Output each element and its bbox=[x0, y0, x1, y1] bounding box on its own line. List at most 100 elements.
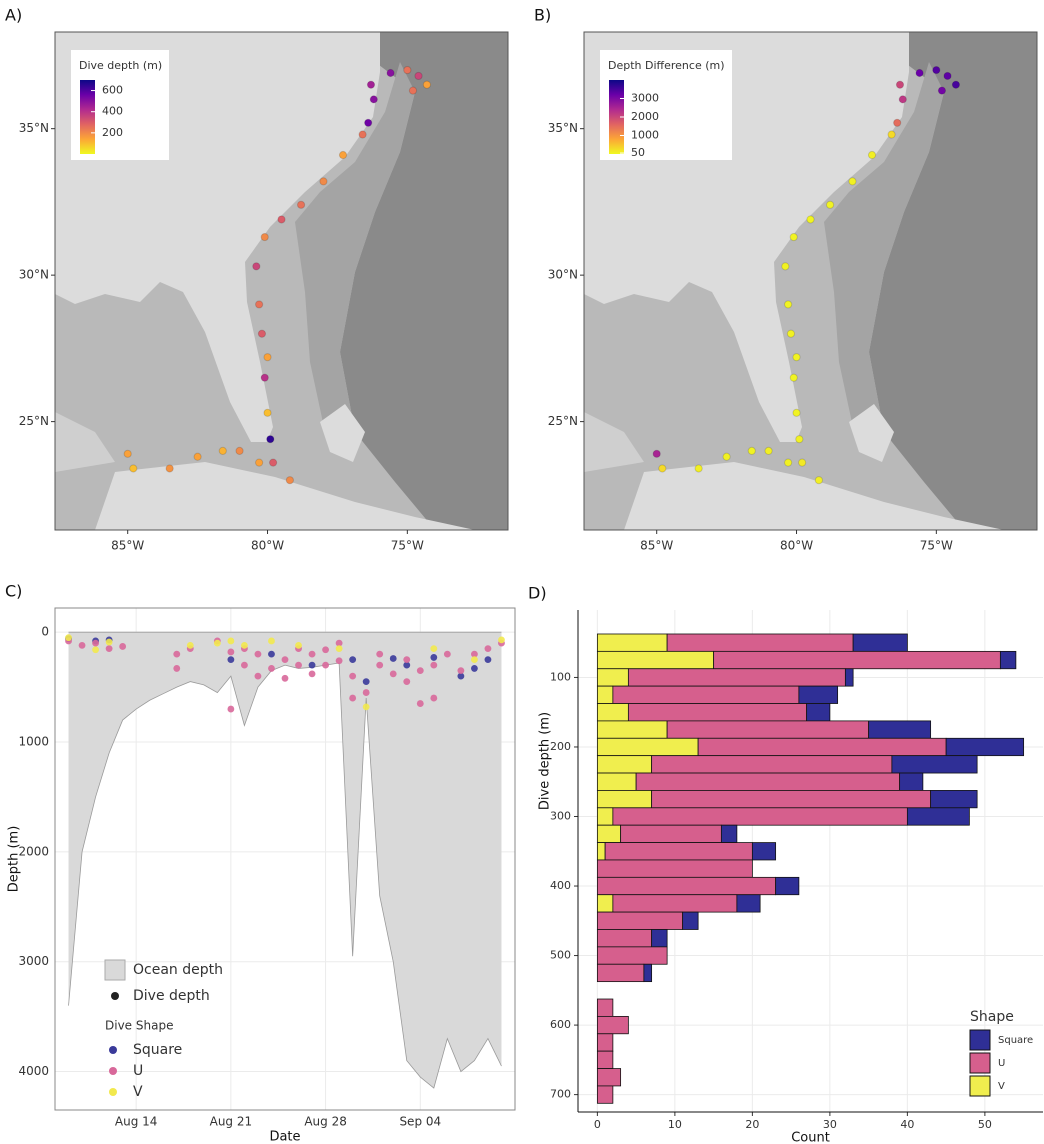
legend-title: Dive Shape bbox=[105, 1019, 173, 1033]
y-tick-label: 500 bbox=[550, 949, 571, 962]
bar-segment bbox=[613, 895, 737, 912]
dive-point bbox=[322, 662, 329, 669]
dive-point bbox=[790, 233, 797, 240]
dive-point bbox=[807, 216, 814, 223]
dive-point bbox=[336, 657, 343, 664]
dive-point bbox=[227, 638, 234, 645]
dive-point bbox=[387, 69, 394, 76]
bar-segment bbox=[597, 651, 713, 668]
bar-segment bbox=[597, 1069, 620, 1086]
y-tick-label: 100 bbox=[550, 670, 571, 683]
bar-segment bbox=[752, 843, 775, 860]
y-tick-label: 200 bbox=[550, 740, 571, 753]
dive-point bbox=[227, 649, 234, 656]
dive-point bbox=[286, 477, 293, 484]
x-tick-label: 10 bbox=[668, 1118, 682, 1131]
panel-label: A) bbox=[5, 6, 22, 25]
dive-point bbox=[796, 436, 803, 443]
dive-point bbox=[723, 453, 730, 460]
dive-point bbox=[309, 671, 316, 678]
dive-point bbox=[349, 673, 356, 680]
dive-point bbox=[899, 96, 906, 103]
dive-point bbox=[227, 706, 234, 713]
bar-segment bbox=[628, 704, 806, 721]
dive-point bbox=[653, 450, 660, 457]
bar-segment bbox=[597, 999, 613, 1016]
y-tick-label: 400 bbox=[550, 879, 571, 892]
bar-segment bbox=[628, 669, 845, 686]
dive-point bbox=[309, 651, 316, 658]
legend-key bbox=[109, 1046, 117, 1054]
bar-segment bbox=[714, 651, 1001, 668]
dive-point bbox=[214, 640, 221, 647]
legend-label: Square bbox=[998, 1035, 1033, 1046]
bar-segment bbox=[605, 843, 752, 860]
dive-point bbox=[944, 72, 951, 79]
legend-title: Shape bbox=[970, 1009, 1014, 1025]
bar-segment bbox=[613, 808, 908, 825]
panel-label: D) bbox=[528, 584, 547, 603]
dive-point bbox=[363, 678, 370, 685]
dive-point bbox=[485, 656, 492, 663]
dive-point bbox=[695, 465, 702, 472]
bar-segment bbox=[597, 843, 605, 860]
bar-segment bbox=[597, 738, 698, 755]
bar-segment bbox=[652, 790, 931, 807]
dive-point bbox=[236, 447, 243, 454]
dive-point bbox=[916, 69, 923, 76]
dive-point bbox=[423, 81, 430, 88]
legend-label: V bbox=[133, 1084, 143, 1100]
legend-key bbox=[970, 1053, 990, 1073]
legend-label: Dive depth bbox=[133, 988, 210, 1004]
legend-label: Square bbox=[133, 1042, 182, 1058]
dive-point bbox=[888, 131, 895, 138]
dive-point bbox=[799, 459, 806, 466]
dive-point bbox=[270, 459, 277, 466]
colorbar-tick-label: 1000 bbox=[631, 129, 659, 142]
dive-point bbox=[349, 695, 356, 702]
bar-segment bbox=[644, 964, 652, 981]
x-tick-label: 20 bbox=[745, 1118, 759, 1131]
dive-point bbox=[367, 81, 374, 88]
legend-key bbox=[105, 960, 125, 980]
dive-point bbox=[787, 330, 794, 337]
bar-segment bbox=[597, 686, 613, 703]
legend-label: Ocean depth bbox=[133, 962, 223, 978]
colorbar-title: Depth Difference (m) bbox=[608, 59, 725, 72]
dive-point bbox=[793, 409, 800, 416]
dive-point bbox=[933, 66, 940, 73]
bar-segment bbox=[667, 634, 853, 651]
dive-point bbox=[430, 645, 437, 652]
legend-label: U bbox=[998, 1058, 1005, 1069]
dive-point bbox=[106, 639, 113, 646]
dive-point bbox=[264, 409, 271, 416]
bar-segment bbox=[597, 1051, 613, 1068]
dive-point bbox=[409, 87, 416, 94]
dive-point bbox=[173, 665, 180, 672]
y-tick-label: 30°N bbox=[548, 268, 578, 282]
bar-segment bbox=[931, 790, 978, 807]
x-tick-label: Sep 04 bbox=[399, 1115, 441, 1129]
bar-segment bbox=[597, 947, 667, 964]
y-tick-label: 1000 bbox=[18, 735, 49, 749]
y-tick-label: 35°N bbox=[19, 121, 49, 135]
dive-point bbox=[219, 447, 226, 454]
dive-point bbox=[868, 151, 875, 158]
dive-point bbox=[267, 436, 274, 443]
colorbar-tick-label: 600 bbox=[102, 84, 123, 97]
dive-point bbox=[258, 330, 265, 337]
y-axis-title: Dive depth (m) bbox=[538, 712, 553, 810]
y-tick-label: 2000 bbox=[18, 844, 49, 858]
x-tick-label: 50 bbox=[978, 1118, 992, 1131]
dive-point bbox=[390, 655, 397, 662]
y-tick-label: 25°N bbox=[19, 414, 49, 428]
colorbar-tick-label: 400 bbox=[102, 105, 123, 118]
bar-segment bbox=[776, 877, 799, 894]
dive-point bbox=[295, 642, 302, 649]
legend-key bbox=[111, 992, 119, 1000]
dive-point bbox=[659, 465, 666, 472]
y-axis-title: Depth (m) bbox=[7, 826, 22, 893]
bar-segment bbox=[845, 669, 853, 686]
dive-point bbox=[376, 662, 383, 669]
dive-point bbox=[268, 638, 275, 645]
